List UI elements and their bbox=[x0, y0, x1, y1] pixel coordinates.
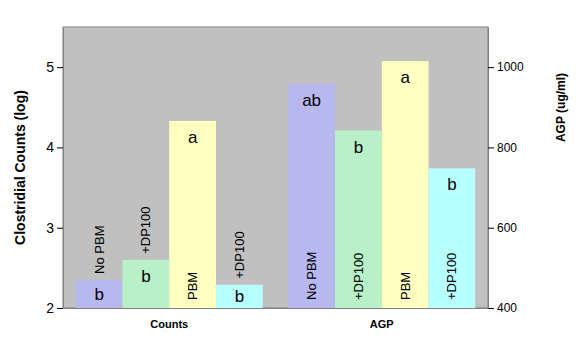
significance-letter: a bbox=[188, 128, 198, 147]
series-name: +DP100 bbox=[232, 231, 247, 278]
y-axis: 2 3 4 5 bbox=[46, 28, 63, 316]
significance-letter: b bbox=[447, 175, 456, 194]
y2-tick-mark bbox=[488, 67, 494, 68]
series-name: +DP100 bbox=[351, 253, 366, 300]
x-axis-line bbox=[64, 308, 489, 309]
y2-tick-label: 1000 bbox=[497, 60, 524, 74]
series-name: +DP100 bbox=[444, 253, 459, 300]
series-name: No PBM bbox=[304, 252, 319, 300]
y2-tick: 400 bbox=[488, 301, 517, 315]
y-tick-label: 3 bbox=[46, 220, 54, 236]
bar bbox=[216, 285, 263, 308]
significance-letter: b bbox=[141, 267, 150, 286]
chart: 2 3 4 5 400 600 800 1000 Counts AGP No PBM b +DP100 b… bbox=[0, 0, 579, 359]
y-tick-mark bbox=[57, 308, 63, 309]
bar bbox=[288, 84, 335, 308]
y-tick: 4 bbox=[46, 139, 63, 155]
bars bbox=[76, 61, 476, 308]
bar bbox=[169, 121, 216, 308]
y-axis-line bbox=[63, 28, 64, 309]
significance-letter: ab bbox=[302, 91, 321, 110]
y2-tick: 600 bbox=[488, 221, 517, 235]
y-tick-label: 2 bbox=[46, 300, 54, 316]
x-axis: Counts AGP bbox=[64, 308, 489, 330]
y2-tick: 800 bbox=[488, 141, 517, 155]
y2-tick-mark bbox=[488, 308, 494, 309]
x-tick: Counts bbox=[150, 308, 188, 330]
significance-letter: a bbox=[400, 68, 410, 87]
y2-tick-mark bbox=[488, 147, 494, 148]
y-tick-mark bbox=[57, 147, 63, 148]
bar bbox=[123, 260, 170, 308]
y2-axis-title: AGP (ug/ml) bbox=[554, 73, 568, 142]
series-name: No PBM bbox=[92, 225, 107, 273]
y-tick-mark bbox=[57, 228, 63, 229]
y2-axis: 400 600 800 1000 bbox=[488, 28, 524, 316]
y-tick-mark bbox=[57, 67, 63, 68]
y-tick-label: 5 bbox=[46, 59, 54, 75]
y2-tick-label: 800 bbox=[497, 141, 517, 155]
plot: 2 3 4 5 400 600 800 1000 Counts AGP No PBM b +DP100 b… bbox=[46, 27, 524, 330]
y-tick: 3 bbox=[46, 220, 63, 236]
bar bbox=[335, 131, 382, 308]
y2-axis-line bbox=[488, 28, 489, 309]
x-tick-label: Counts bbox=[150, 318, 188, 330]
bar bbox=[76, 280, 123, 308]
bar-labels: No PBMb+DP100bPBMa+DP100bNo PBMab+DP100b… bbox=[92, 68, 460, 306]
series-name: PBM bbox=[398, 272, 413, 300]
y2-tick-mark bbox=[488, 228, 494, 229]
significance-letter: b bbox=[354, 138, 363, 157]
series-name: +DP100 bbox=[138, 206, 153, 253]
y-tick-label: 4 bbox=[46, 139, 54, 155]
y2-tick: 1000 bbox=[488, 60, 524, 74]
x-tick: AGP bbox=[370, 308, 394, 330]
series-name: PBM bbox=[185, 272, 200, 300]
y-tick: 2 bbox=[46, 300, 63, 316]
plot-background bbox=[63, 27, 488, 308]
y-axis-title: Clostridial Counts (log) bbox=[12, 90, 28, 245]
bar bbox=[382, 61, 429, 308]
x-tick-label: AGP bbox=[370, 318, 394, 330]
y2-tick-label: 600 bbox=[497, 221, 517, 235]
y-tick: 5 bbox=[46, 59, 63, 75]
significance-letter: b bbox=[94, 285, 103, 304]
bar bbox=[429, 168, 476, 308]
y2-tick-label: 400 bbox=[497, 301, 517, 315]
significance-letter: b bbox=[235, 287, 244, 306]
